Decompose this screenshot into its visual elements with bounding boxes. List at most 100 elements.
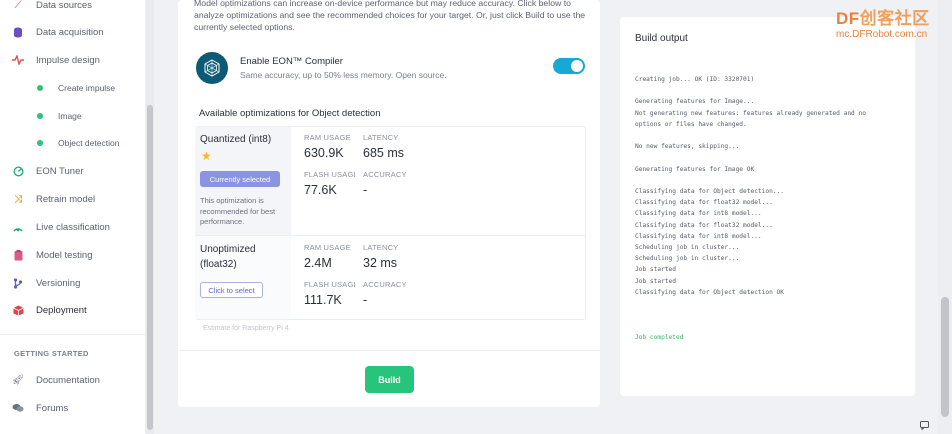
sidebar-item-label: Versioning [36,277,81,289]
sidebar [0,0,146,434]
watermark-url: mc.DFRobot.com.cn [836,29,928,40]
toggle-knob [571,60,583,72]
eon-compiler-icon [196,52,228,84]
sidebar-item-data-acquisition[interactable]: Data acquisition [0,21,146,43]
sidebar-item-label: Data sources [36,0,92,11]
box-icon [12,304,24,316]
branch-icon [12,277,24,289]
build-output-title: Build output [635,33,688,44]
sidebar-item-label: Documentation [36,374,100,386]
log-line: Classifying data for int8 model... [635,210,762,218]
sidebar-item-object-detection[interactable]: Object detection [0,132,146,154]
flash-usage-label: FLASH USAGI [304,170,356,179]
log-line [635,175,905,186]
sidebar-heading-getting-started: GETTING STARTED [14,349,89,358]
wand-icon: ⟋ [14,0,22,11]
sidebar-scrollbar-thumb[interactable] [147,105,153,430]
log-line [635,130,905,141]
clipboard-icon [12,249,24,261]
sidebar-item-label: Object detection [58,138,120,148]
log-line: Classifying data for Object detection OK [635,288,785,296]
tuner-icon [12,165,24,177]
latency-label: LATENCY [363,243,399,252]
sidebar-item-retrain-model[interactable]: ⤨ Retrain model [0,188,146,210]
log-line: Classifying data for int8 model... [635,232,762,240]
ram-usage-label: RAM USAGE [304,243,351,252]
log-line: Generating features for Image... [635,98,755,106]
option-name: Unoptimized [200,244,256,255]
sidebar-item-label: Data acquisition [36,26,104,38]
log-line [635,320,905,331]
log-line [635,152,905,163]
sidebar-item-forums[interactable]: Forums [0,397,146,419]
accuracy-label: ACCURACY [363,170,407,179]
build-button[interactable]: Build [365,366,414,393]
optimizations-title: Available optimizations for Object detec… [199,108,381,119]
log-line: options or files have changed. [635,120,747,128]
log-line: Not generating new features: features al… [635,109,866,117]
sidebar-item-label: EON Tuner [36,165,84,177]
log-line: Classifying data for Object detection... [635,188,785,196]
card-footer-divider [178,350,600,351]
watermark-brand: DF创客社区 [836,9,930,28]
log-line [635,298,905,309]
sidebar-item-deployment[interactable]: Deployment [0,299,146,321]
latency-label: LATENCY [363,133,399,142]
ram-usage-label: RAM USAGE [304,133,351,142]
currently-selected-badge: Currently selected [200,171,280,187]
log-line: Classifying data for float32 model... [635,221,773,229]
sidebar-item-label: Image [58,111,82,121]
sidebar-divider [0,334,146,335]
status-dot [37,113,43,119]
sidebar-item-label: Model testing [36,249,93,261]
job-completed-line: Job completed [635,333,684,341]
sidebar-item-impulse-design[interactable]: Impulse design [0,49,146,71]
eon-compiler-title: Enable EON™ Compiler [240,56,343,67]
log-line: Scheduling job in cluster... [635,255,740,263]
sidebar-item-image[interactable]: Image [0,105,146,127]
sidebar-item-eon-tuner[interactable]: EON Tuner [0,160,146,182]
sidebar-item-live-classification[interactable]: Live classification [0,216,146,238]
sidebar-item-data-sources[interactable]: ⟋ Data sources [0,0,146,16]
sidebar-item-label: Retrain model [36,193,96,205]
sidebar-item-label: Deployment [36,304,87,316]
eon-compiler-subtitle: Same accuracy, up to 50% less memory. Op… [240,70,447,80]
log-line: Classifying data for float32 model... [635,199,773,207]
sidebar-item-model-testing[interactable]: Model testing [0,244,146,266]
option-name-detail: (float32) [200,259,237,270]
rocket-icon: 🚀︎ [11,374,25,386]
optimization-intro-text: Model optimizations can increase on-devi… [194,0,586,32]
status-dot [37,85,43,91]
log-line: Job started [635,277,676,285]
shuffle-icon: ⤨ [14,193,22,205]
sidebar-item-create-impulse[interactable]: Create impulse [0,77,146,99]
build-log: Creating job... OK (ID: 3320701) Generat… [635,74,905,343]
click-to-select-button[interactable]: Click to select [200,282,263,298]
page-scrollbar-thumb[interactable] [941,297,949,417]
flash-usage-label: FLASH USAGI [304,280,356,289]
sidebar-item-documentation[interactable]: 🚀︎ Documentation [0,369,146,391]
build-output-card [620,17,915,396]
option-unoptimized-panel[interactable] [195,236,291,319]
sidebar-item-label: Impulse design [36,54,100,66]
sidebar-item-versioning[interactable]: Versioning [0,272,146,294]
accuracy-value: - [363,183,368,197]
accuracy-value: - [363,293,368,307]
accuracy-label: ACCURACY [363,280,407,289]
latency-value: 685 ms [363,146,404,160]
chat-bubbles-icon [12,402,24,414]
pulse-icon [12,54,24,66]
log-line: Scheduling job in cluster... [635,244,740,252]
ram-usage-value: 2.4M [304,256,332,270]
log-line [635,85,905,96]
log-line [635,309,905,320]
estimate-note: Estimate for Raspberry Pi 4 [203,325,289,332]
log-line: No new features, skipping... [635,143,740,151]
chat-icon[interactable] [920,421,929,432]
log-line: Creating job... OK (ID: 3320701) [635,76,755,83]
sidebar-item-label: Live classification [36,221,110,233]
status-dot [37,140,43,146]
eon-compiler-toggle[interactable] [553,58,585,74]
table-row-divider [196,235,585,236]
latency-value: 32 ms [363,256,398,270]
